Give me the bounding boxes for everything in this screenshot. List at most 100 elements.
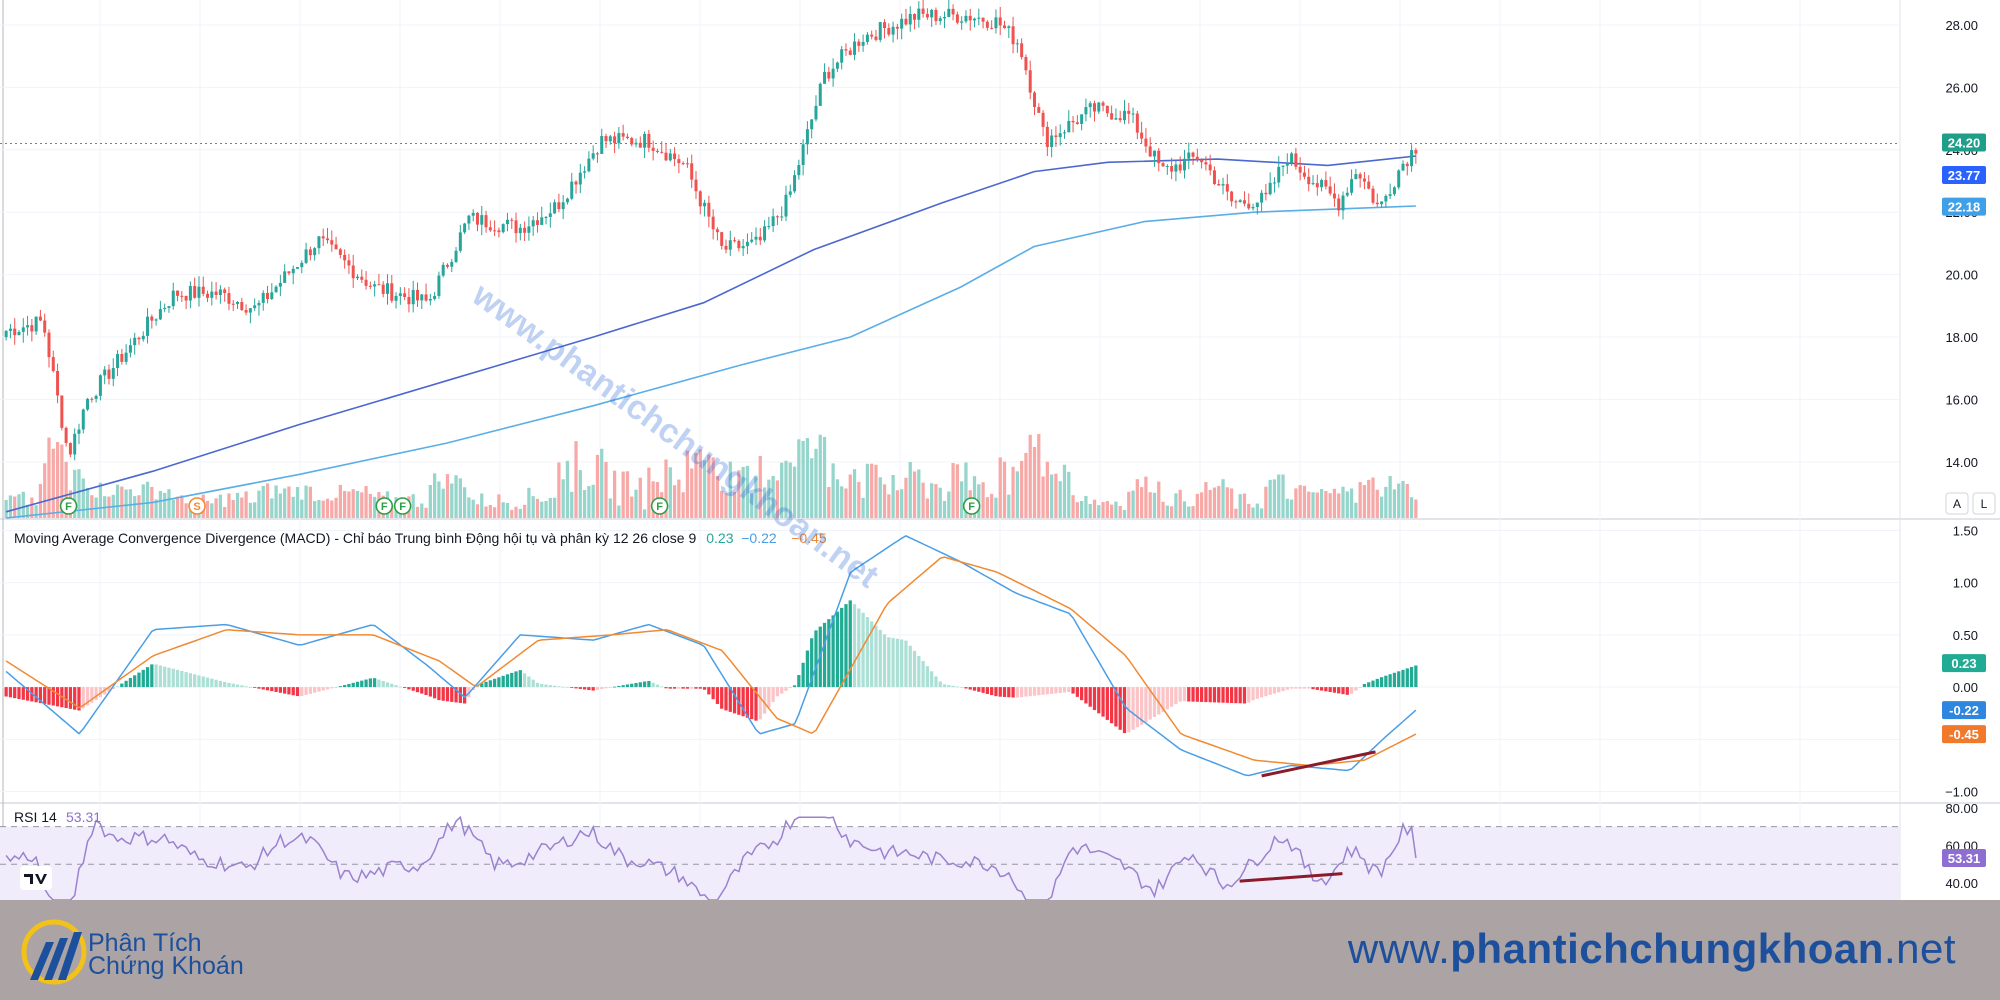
candle-body bbox=[1294, 153, 1298, 167]
candle-body bbox=[90, 398, 94, 400]
macd-histogram-bar bbox=[882, 634, 887, 688]
macd-histogram-bar bbox=[1020, 687, 1024, 698]
macd-histogram-bar bbox=[1105, 687, 1109, 720]
volume-bar bbox=[34, 505, 38, 518]
volume-bar bbox=[1110, 504, 1114, 518]
candle-body bbox=[574, 181, 578, 185]
volume-bar bbox=[527, 487, 531, 518]
candle-body bbox=[1080, 114, 1084, 124]
candle-body bbox=[655, 150, 659, 152]
candle-body bbox=[338, 249, 342, 255]
volume-bar bbox=[338, 484, 342, 518]
volume-bar bbox=[758, 455, 762, 518]
macd-histogram-bar bbox=[630, 683, 634, 688]
candle-body bbox=[527, 226, 531, 233]
macd-histogram-bar bbox=[1028, 687, 1032, 697]
macd-histogram-bar bbox=[1341, 687, 1345, 695]
candle-body bbox=[925, 13, 929, 18]
macd-histogram-bar bbox=[634, 682, 638, 688]
volume-bar bbox=[1050, 474, 1054, 518]
macd-histogram-bar bbox=[428, 687, 432, 697]
candle-body bbox=[1058, 133, 1062, 138]
macd-histogram-bar bbox=[775, 687, 780, 697]
volume-bar bbox=[1161, 501, 1165, 518]
ma-slow-badge: 22.18 bbox=[1942, 197, 1986, 216]
candle-body bbox=[797, 165, 801, 176]
candle-body bbox=[973, 18, 977, 21]
macd-histogram-bar bbox=[540, 684, 544, 688]
macd-histogram-bar bbox=[68, 687, 73, 709]
volume-bar bbox=[1341, 486, 1345, 518]
macd-histogram-bar bbox=[861, 612, 865, 688]
volume-bar bbox=[1217, 486, 1221, 518]
macd-histogram-bar bbox=[1062, 687, 1067, 693]
candle-body bbox=[450, 261, 454, 267]
candle-body bbox=[330, 240, 334, 245]
volume-bar bbox=[732, 492, 737, 518]
volume-bar bbox=[780, 462, 784, 518]
candle-body bbox=[741, 246, 745, 249]
volume-bar bbox=[1114, 501, 1118, 518]
volume-bar bbox=[231, 499, 235, 518]
macd-histogram-bar bbox=[1259, 687, 1264, 698]
candle-body bbox=[197, 286, 201, 298]
volume-bar bbox=[1122, 510, 1127, 518]
volume-bar bbox=[1054, 473, 1058, 518]
volume-bar bbox=[1379, 496, 1384, 518]
candle-body bbox=[1204, 162, 1208, 165]
volume-bar bbox=[891, 475, 895, 518]
macd-histogram-bar bbox=[651, 682, 655, 688]
macd-histogram-bar bbox=[330, 687, 334, 689]
candle-body bbox=[853, 41, 857, 55]
macd-histogram-bar bbox=[1174, 687, 1178, 705]
macd-histogram-bar bbox=[981, 687, 985, 693]
signal-line bbox=[5, 556, 1417, 767]
auto-scale-button[interactable]: A bbox=[1945, 492, 1969, 515]
volume-bar bbox=[158, 490, 163, 518]
volume-bar bbox=[1285, 498, 1289, 518]
volume-bar bbox=[240, 497, 244, 518]
macd-histogram-bar bbox=[510, 672, 514, 688]
macd-histogram-bar bbox=[373, 678, 377, 688]
price-tick-label: 28.00 bbox=[1945, 18, 1978, 33]
website-url[interactable]: www.phantichchungkhoan.net bbox=[1348, 925, 1956, 973]
candle-body bbox=[634, 142, 638, 145]
volume-bar bbox=[895, 490, 900, 518]
volume-bar bbox=[471, 499, 475, 518]
macd-tick-label: 0.50 bbox=[1953, 628, 1978, 643]
candle-body bbox=[141, 335, 145, 340]
macd-histogram-bar bbox=[1067, 687, 1071, 693]
macd-histogram-bar bbox=[1332, 687, 1337, 693]
tradingview-logo[interactable] bbox=[20, 866, 52, 890]
macd-histogram-bar bbox=[908, 645, 912, 688]
watermark-text: www.phantichchungkhoan.net bbox=[464, 275, 885, 595]
macd-histogram-bar bbox=[857, 608, 861, 688]
candle-body bbox=[304, 249, 308, 263]
volume-bar bbox=[180, 495, 184, 518]
macd-histogram-bar bbox=[381, 680, 385, 688]
volume-bar bbox=[934, 484, 938, 518]
candle-body bbox=[531, 220, 535, 227]
candle-body bbox=[1101, 102, 1105, 106]
candle-body bbox=[1298, 166, 1302, 173]
macd-legend-hist-value: 0.23 bbox=[706, 530, 733, 546]
candle-body bbox=[77, 429, 81, 434]
macd-histogram-bar bbox=[587, 687, 591, 691]
volume-bar bbox=[1024, 452, 1028, 518]
candle-body bbox=[1225, 184, 1229, 192]
macd-histogram-bar bbox=[647, 680, 651, 688]
volume-bar bbox=[205, 500, 210, 518]
macd-histogram-bar bbox=[668, 687, 672, 689]
volume-bar bbox=[1294, 488, 1298, 518]
candle-body bbox=[364, 279, 368, 286]
ma-slow-badge-text: 22.18 bbox=[1948, 200, 1981, 215]
macd-histogram-bar bbox=[167, 667, 171, 688]
volume-bar bbox=[1247, 503, 1251, 518]
candle-body bbox=[1152, 150, 1156, 157]
macd-histogram-bar bbox=[432, 687, 437, 699]
log-scale-button[interactable]: L bbox=[1972, 492, 1996, 515]
candle-body bbox=[1122, 110, 1126, 121]
volume-bar bbox=[1281, 474, 1285, 518]
volume-bar bbox=[1148, 492, 1152, 518]
